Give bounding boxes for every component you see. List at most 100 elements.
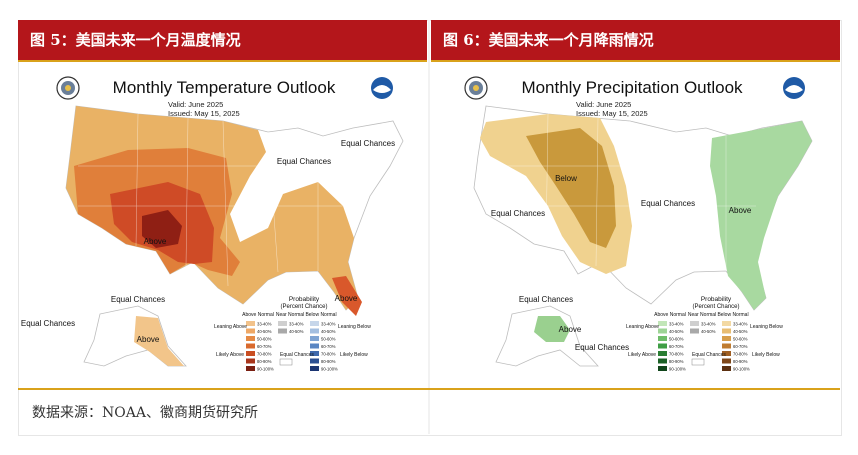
legend-range-label: 40-50% bbox=[289, 329, 304, 334]
legend-equal-chances-swatch bbox=[691, 358, 705, 366]
legend-below-swatches: 33-40% 40-50% 50-60% 60-70% 70-80% 80-90% 90-1… bbox=[310, 321, 338, 372]
legend-leaning-below: Leaning Below bbox=[338, 324, 371, 330]
temp-darkest-above-region bbox=[142, 210, 182, 248]
figure6-header: 图 6：美国未来一个月降雨情况 bbox=[431, 20, 840, 60]
legend-subtitle: (Percent Chance) bbox=[280, 304, 327, 310]
label-above-east: Above bbox=[729, 206, 752, 215]
legend-col-above: Above Normal bbox=[242, 312, 274, 318]
header-underline bbox=[18, 60, 427, 62]
legend-likely-below: Likely Below bbox=[752, 352, 780, 358]
legend-range-label: 33-40% bbox=[321, 322, 336, 327]
noaa-seal-icon bbox=[56, 76, 80, 100]
panel-divider bbox=[428, 20, 430, 434]
legend-range-label: 60-70% bbox=[257, 344, 272, 349]
legend-range-label: 40-50% bbox=[701, 329, 716, 334]
legend-swatch bbox=[310, 343, 319, 349]
probability-legend: Probability (Percent Chance) Above Norma… bbox=[214, 296, 371, 372]
legend-range-label: 40-50% bbox=[257, 329, 272, 334]
legend-leaning-below: Leaning Below bbox=[750, 324, 783, 330]
legend-range-label: 33-40% bbox=[257, 322, 272, 327]
legend-near-swatches: 33-40% 40-50% bbox=[278, 321, 304, 334]
legend-swatch bbox=[658, 336, 667, 341]
issued-date: Issued: May 15, 2025 bbox=[576, 109, 648, 118]
legend-likely-below: Likely Below bbox=[340, 352, 368, 358]
legend-swatch bbox=[278, 321, 287, 326]
temperature-outlook-map: Monthly Temperature Outlook Valid: June … bbox=[18, 66, 428, 382]
legend-swatch bbox=[310, 358, 319, 364]
legend-range-label: 50-60% bbox=[321, 337, 336, 342]
legend-near-swatches: 33-40% 40-50% bbox=[690, 321, 716, 334]
legend-swatch bbox=[246, 366, 255, 371]
legend-range-label: 60-70% bbox=[321, 344, 336, 349]
valid-date: Valid: June 2025 bbox=[168, 100, 223, 109]
legend-range-label: 33-40% bbox=[669, 322, 684, 327]
footer-divider bbox=[18, 388, 840, 390]
precip-likely-below-region bbox=[526, 128, 616, 248]
legend-swatch bbox=[690, 328, 699, 334]
noaa-seal-icon bbox=[464, 76, 488, 100]
noaa-logo-icon bbox=[783, 77, 805, 99]
legend-range-label: 50-60% bbox=[733, 337, 748, 342]
legend-range-label: 70-80% bbox=[669, 352, 684, 357]
legend-swatch bbox=[310, 366, 319, 371]
legend-swatch bbox=[246, 351, 255, 356]
legend-range-label: 80-90% bbox=[669, 359, 684, 364]
legend-swatch bbox=[310, 328, 319, 334]
legend-swatch bbox=[278, 328, 287, 334]
label-above-alaska: Above bbox=[137, 335, 160, 344]
alaska-above-region bbox=[134, 316, 184, 366]
legend-range-label: 33-40% bbox=[733, 322, 748, 327]
map-title: Monthly Temperature Outlook bbox=[113, 78, 336, 97]
map-title: Monthly Precipitation Outlook bbox=[521, 78, 743, 97]
legend-swatch bbox=[310, 351, 319, 356]
state-borders bbox=[488, 113, 756, 287]
legend-above-swatches: 33-40% 40-50% 50-60% 60-70% 70-80% 80-90% 90-1… bbox=[246, 321, 274, 372]
legend-swatch bbox=[722, 343, 731, 349]
legend-title: Probability bbox=[289, 296, 320, 303]
legend-swatch bbox=[658, 328, 667, 334]
legend-leaning-above: Leaning Above bbox=[214, 324, 247, 330]
legend-range-label: 70-80% bbox=[733, 352, 748, 357]
legend-swatch bbox=[722, 321, 731, 326]
label-equal-chances-midwest: Equal Chances bbox=[277, 157, 331, 166]
legend-range-label: 40-50% bbox=[733, 329, 748, 334]
temp-florida-above-region bbox=[332, 276, 362, 316]
legend-range-label: 50-60% bbox=[669, 337, 684, 342]
label-below: Below bbox=[555, 174, 577, 183]
label-above-florida: Above bbox=[335, 294, 358, 303]
legend-range-label: 60-70% bbox=[733, 344, 748, 349]
label-equal-chances-central: Equal Chances bbox=[641, 199, 695, 208]
precip-above-east-region bbox=[710, 121, 812, 310]
probability-legend: Probability (Percent Chance) Above Norma… bbox=[626, 296, 783, 372]
header-underline bbox=[431, 60, 840, 62]
legend-swatch bbox=[722, 351, 731, 356]
legend-swatch bbox=[310, 321, 319, 326]
legend-range-label: 90-100% bbox=[669, 367, 686, 372]
label-equal-chances-south-alaska: Equal Chances bbox=[575, 343, 629, 352]
issued-date: Issued: May 15, 2025 bbox=[168, 109, 240, 118]
legend-swatch bbox=[722, 336, 731, 341]
legend-range-label: 40-50% bbox=[669, 329, 684, 334]
legend-col-near: Near Normal bbox=[276, 312, 304, 318]
legend-swatch bbox=[722, 358, 731, 364]
legend-range-label: 70-80% bbox=[257, 352, 272, 357]
legend-swatch bbox=[722, 328, 731, 334]
legend-range-label: 70-80% bbox=[321, 352, 336, 357]
label-equal-chances-alaska: Equal Chances bbox=[519, 295, 573, 304]
legend-likely-above: Likely Above bbox=[628, 352, 656, 358]
label-equal-chances-northeast: Equal Chances bbox=[341, 139, 395, 148]
legend-equal-chances: Equal Chances bbox=[692, 352, 726, 358]
legend-above-swatches: 33-40% 40-50% 50-60% 60-70% 70-80% 80-90% 90-1… bbox=[658, 321, 686, 372]
source-note: 数据来源：NOAA、徽商期货研究所 bbox=[32, 405, 258, 421]
legend-swatch bbox=[246, 343, 255, 349]
legend-col-below: Below Normal bbox=[717, 312, 748, 318]
legend-range-label: 50-60% bbox=[257, 337, 272, 342]
label-equal-chances-west: Equal Chances bbox=[491, 209, 545, 218]
label-above: Above bbox=[144, 237, 167, 246]
legend-range-label: 33-40% bbox=[701, 322, 716, 327]
legend-equal-chances-swatch bbox=[279, 358, 293, 366]
label-equal-chances-alaska: Equal Chances bbox=[111, 295, 165, 304]
legend-swatch bbox=[246, 358, 255, 364]
legend-below-swatches: 33-40% 40-50% 50-60% 60-70% 70-80% 80-90% 90-1… bbox=[722, 321, 750, 372]
legend-range-label: 80-90% bbox=[733, 359, 748, 364]
